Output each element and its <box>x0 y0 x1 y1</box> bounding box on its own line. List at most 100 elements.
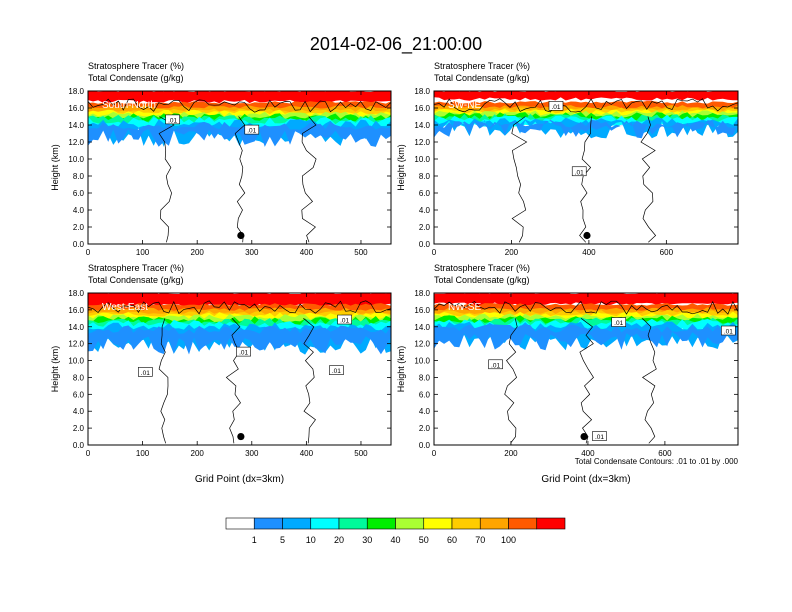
y-tick-label: 8.0 <box>73 373 85 382</box>
y-tick-label: 0.0 <box>419 240 431 249</box>
y-tick-label: 10.0 <box>68 155 84 164</box>
location-marker <box>580 432 588 441</box>
panel-left-title: Stratosphere Tracer (%) <box>434 263 530 273</box>
y-tick-label: 4.0 <box>419 206 431 215</box>
x-tick-label: 0 <box>86 248 91 257</box>
y-tick-label: 0.0 <box>419 441 431 450</box>
condensate-contours <box>434 300 738 444</box>
y-tick-label: 4.0 <box>419 407 431 416</box>
y-tick-label: 12.0 <box>68 340 84 349</box>
svg-text:.01: .01 <box>141 370 150 377</box>
contour-footnote: Total Condensate Contours: .01 to .01 by… <box>575 457 739 466</box>
colorbar-swatch <box>451 517 481 530</box>
contour-label: .01 <box>548 101 564 111</box>
contour-line <box>88 98 391 113</box>
x-tick-label: 600 <box>658 449 672 458</box>
plot-frame <box>433 292 739 446</box>
panel-name: South-North <box>102 100 156 111</box>
colorbar-label: 1 <box>252 535 257 545</box>
svg-text:.01: .01 <box>551 104 560 111</box>
panel-name: NW-SE <box>448 302 481 313</box>
contour-line <box>301 116 317 243</box>
contour-label: .01 <box>329 365 344 375</box>
y-tick-label: 18.0 <box>414 289 430 298</box>
contour-line <box>511 116 528 243</box>
contour-label: .01 <box>571 166 587 176</box>
y-tick-label: 14.0 <box>68 323 84 332</box>
x-tick-label: 400 <box>300 248 314 257</box>
y-tick-label: 16.0 <box>68 306 84 315</box>
y-tick-label: 6.0 <box>73 189 85 198</box>
x-tick-label: 0 <box>86 449 91 458</box>
tracer-field <box>88 91 391 243</box>
svg-text:.01: .01 <box>575 169 584 176</box>
x-tick-label: 500 <box>354 449 368 458</box>
colorbar-swatch <box>225 517 255 530</box>
panel-name: West-East <box>102 302 148 313</box>
plot-frame <box>433 90 739 245</box>
contour-line <box>234 116 246 243</box>
panel-left-subtitle: Total Condensate (g/kg) <box>434 275 530 285</box>
x-tick-label: 300 <box>245 449 259 458</box>
x-tick-label: 100 <box>136 449 150 458</box>
contour-line <box>158 116 175 243</box>
contour-line <box>640 116 657 243</box>
contour-line <box>641 318 657 444</box>
panel-left-subtitle: Total Condensate (g/kg) <box>88 275 184 285</box>
colorbar-label: 5 <box>280 535 285 545</box>
y-tick-label: 10.0 <box>414 357 430 366</box>
svg-text:.01: .01 <box>239 350 248 357</box>
y-axis-label: Height (km) <box>396 144 406 191</box>
y-tick-label: 2.0 <box>73 424 85 433</box>
colorbar-label: 10 <box>306 535 316 545</box>
condensate-contours <box>88 300 391 444</box>
panel-name: SW-NE <box>448 100 481 111</box>
y-tick-label: 4.0 <box>73 206 85 215</box>
x-tick-label: 300 <box>245 248 259 257</box>
contour-label: .01 <box>138 367 153 377</box>
x-tick-label: 200 <box>191 248 205 257</box>
contour-label: .01 <box>721 325 736 336</box>
colorbar-swatch <box>310 517 340 530</box>
y-tick-label: 6.0 <box>419 390 431 399</box>
contour-line <box>434 98 738 113</box>
y-tick-label: 4.0 <box>73 407 85 416</box>
tracer-band-0 <box>88 293 391 307</box>
colorbar-swatch <box>423 517 453 530</box>
x-tick-label: 100 <box>136 248 150 257</box>
svg-text:.01: .01 <box>595 434 604 441</box>
x-tick-label: 400 <box>300 449 314 458</box>
y-tick-label: 0.0 <box>73 441 85 450</box>
y-tick-label: 10.0 <box>414 155 430 164</box>
tracer-field <box>88 293 391 444</box>
colorbar: 1 5 10 20 30 40 50 60 70 100 <box>225 517 566 545</box>
y-tick-label: 18.0 <box>68 289 84 298</box>
x-tick-label: 400 <box>582 248 596 257</box>
colorbar-swatch <box>366 517 396 530</box>
svg-text:.01: .01 <box>332 368 341 375</box>
y-tick-label: 2.0 <box>419 424 431 433</box>
svg-text:.01: .01 <box>614 320 623 327</box>
y-tick-label: 16.0 <box>68 104 84 113</box>
y-tick-label: 18.0 <box>414 87 430 96</box>
plot-frame <box>87 90 392 245</box>
colorbar-label: 40 <box>390 535 400 545</box>
tracer-band-10 <box>88 325 391 355</box>
colorbar-label: 100 <box>501 535 516 545</box>
colorbar-label: 50 <box>419 535 429 545</box>
x-tick-label: 500 <box>354 248 368 257</box>
colorbar-label: 70 <box>475 535 485 545</box>
x-tick-label: 200 <box>191 449 205 458</box>
contour-line <box>434 300 738 315</box>
colorbar-swatch <box>479 517 509 530</box>
tracer-band-0 <box>434 91 738 101</box>
tracer-band-0 <box>88 91 391 104</box>
y-tick-label: 2.0 <box>419 223 431 232</box>
contour-line <box>579 116 592 243</box>
tracer-band-10 <box>434 119 738 139</box>
y-axis-label: Height (km) <box>50 346 60 393</box>
panel-left-subtitle: Total Condensate (g/kg) <box>434 73 530 83</box>
y-tick-label: 14.0 <box>68 121 84 130</box>
contour-line <box>158 318 169 444</box>
panel-south-north: 0.0 2.0 4.0 6.0 8.0 10.0 12.0 14.0 16.0 18.0 0 100 2… <box>50 61 392 257</box>
